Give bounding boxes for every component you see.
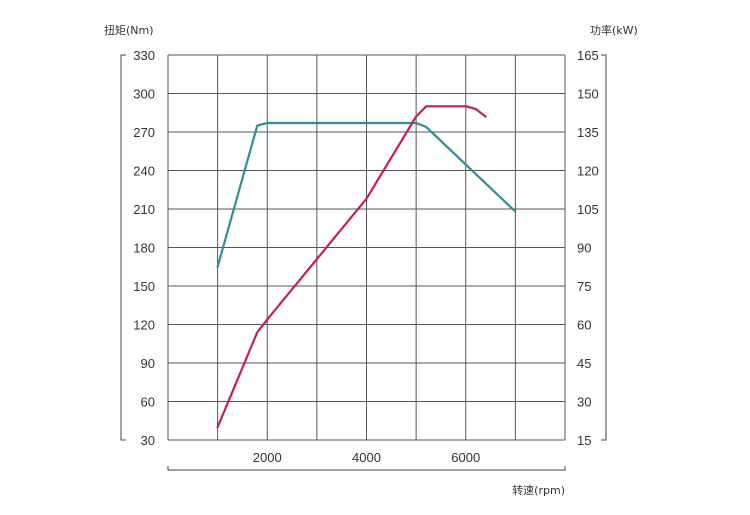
y-left-tick-label: 300 [133, 87, 155, 102]
x-tick-label: 6000 [451, 450, 480, 465]
torque-line [216, 121, 517, 268]
right-axis-title: 功率(kW) [590, 23, 638, 37]
grid [167, 54, 566, 441]
y-right-tick-label: 120 [577, 164, 599, 179]
y-right-tick-label: 15 [577, 433, 591, 448]
y-right-tick-label: 90 [577, 241, 591, 256]
y-right-tick-label: 105 [577, 202, 599, 217]
y-right-tick-label: 150 [577, 87, 599, 102]
x-axis-bracket [167, 466, 566, 471]
y-right-tick-label: 165 [577, 48, 599, 63]
left-axis-title: 扭矩(Nm) [104, 23, 154, 37]
y-left-tick-label: 330 [133, 48, 155, 63]
x-tick-label: 4000 [352, 450, 381, 465]
y-left-tick-label: 210 [133, 202, 155, 217]
y-right-tick-label: 135 [577, 125, 599, 140]
y-left-tick-label: 180 [133, 241, 155, 256]
axis-frame [120, 54, 607, 471]
y-right-tick-label: 60 [577, 318, 591, 333]
y-left-tick-label: 270 [133, 125, 155, 140]
y-left-tick-label: 120 [133, 318, 155, 333]
x-axis-title: 转速(rpm) [512, 483, 565, 497]
tick-labels: 330 300 270 240 210 180 150 120 90 60 30 165 150 135 1… [133, 48, 598, 465]
x-tick-label: 2000 [253, 450, 282, 465]
power-line [216, 105, 487, 429]
right-axis-bracket [601, 54, 607, 441]
y-right-tick-label: 45 [577, 356, 591, 371]
left-axis-bracket [120, 54, 126, 441]
y-right-tick-label: 30 [577, 395, 591, 410]
y-left-tick-label: 30 [141, 433, 155, 448]
y-left-tick-label: 90 [141, 356, 155, 371]
series-layer [216, 105, 517, 429]
y-right-tick-label: 75 [577, 279, 591, 294]
y-left-tick-label: 150 [133, 279, 155, 294]
y-left-tick-label: 60 [141, 395, 155, 410]
y-left-tick-label: 240 [133, 164, 155, 179]
